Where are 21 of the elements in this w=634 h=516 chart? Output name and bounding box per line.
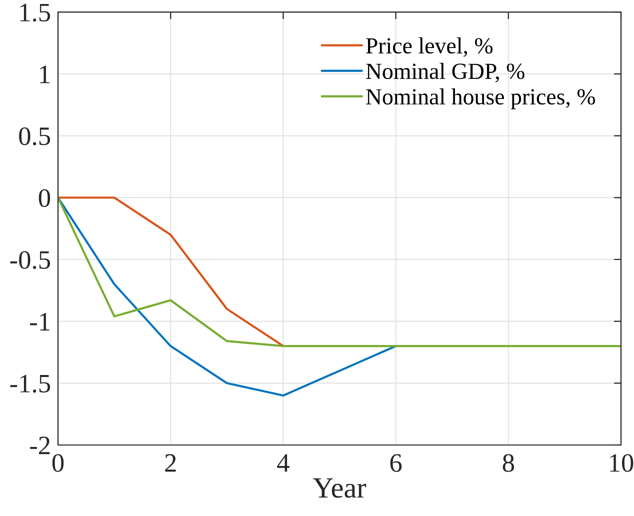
x-axis-title: Year xyxy=(312,478,366,498)
y-tick-label: -0.5 xyxy=(10,251,50,269)
y-tick-label: 0 xyxy=(38,189,50,208)
y-tick-label: -1 xyxy=(30,313,50,330)
y-tick-label: 1 xyxy=(40,66,50,84)
y-tick-label: 1.5 xyxy=(20,4,50,22)
legend-label: Price level, % xyxy=(366,37,493,57)
legend-label: Nominal GDP, % xyxy=(366,62,524,82)
x-tick-label: 10 xyxy=(610,454,634,472)
x-tick-label: 8 xyxy=(502,454,514,472)
x-tick-label: 4 xyxy=(277,454,290,472)
x-tick-label: 0 xyxy=(52,454,64,472)
legend-label: Nominal house prices, % xyxy=(366,88,596,110)
y-tick-label: -1.5 xyxy=(10,374,50,393)
y-tick-label: -2 xyxy=(30,436,50,454)
line-series xyxy=(58,196,284,348)
x-tick-label: 2 xyxy=(165,454,176,472)
x-tick-label: 6 xyxy=(390,454,402,472)
line-series xyxy=(58,196,397,397)
y-tick-label: 0.5 xyxy=(19,127,50,146)
line-series xyxy=(58,196,622,348)
